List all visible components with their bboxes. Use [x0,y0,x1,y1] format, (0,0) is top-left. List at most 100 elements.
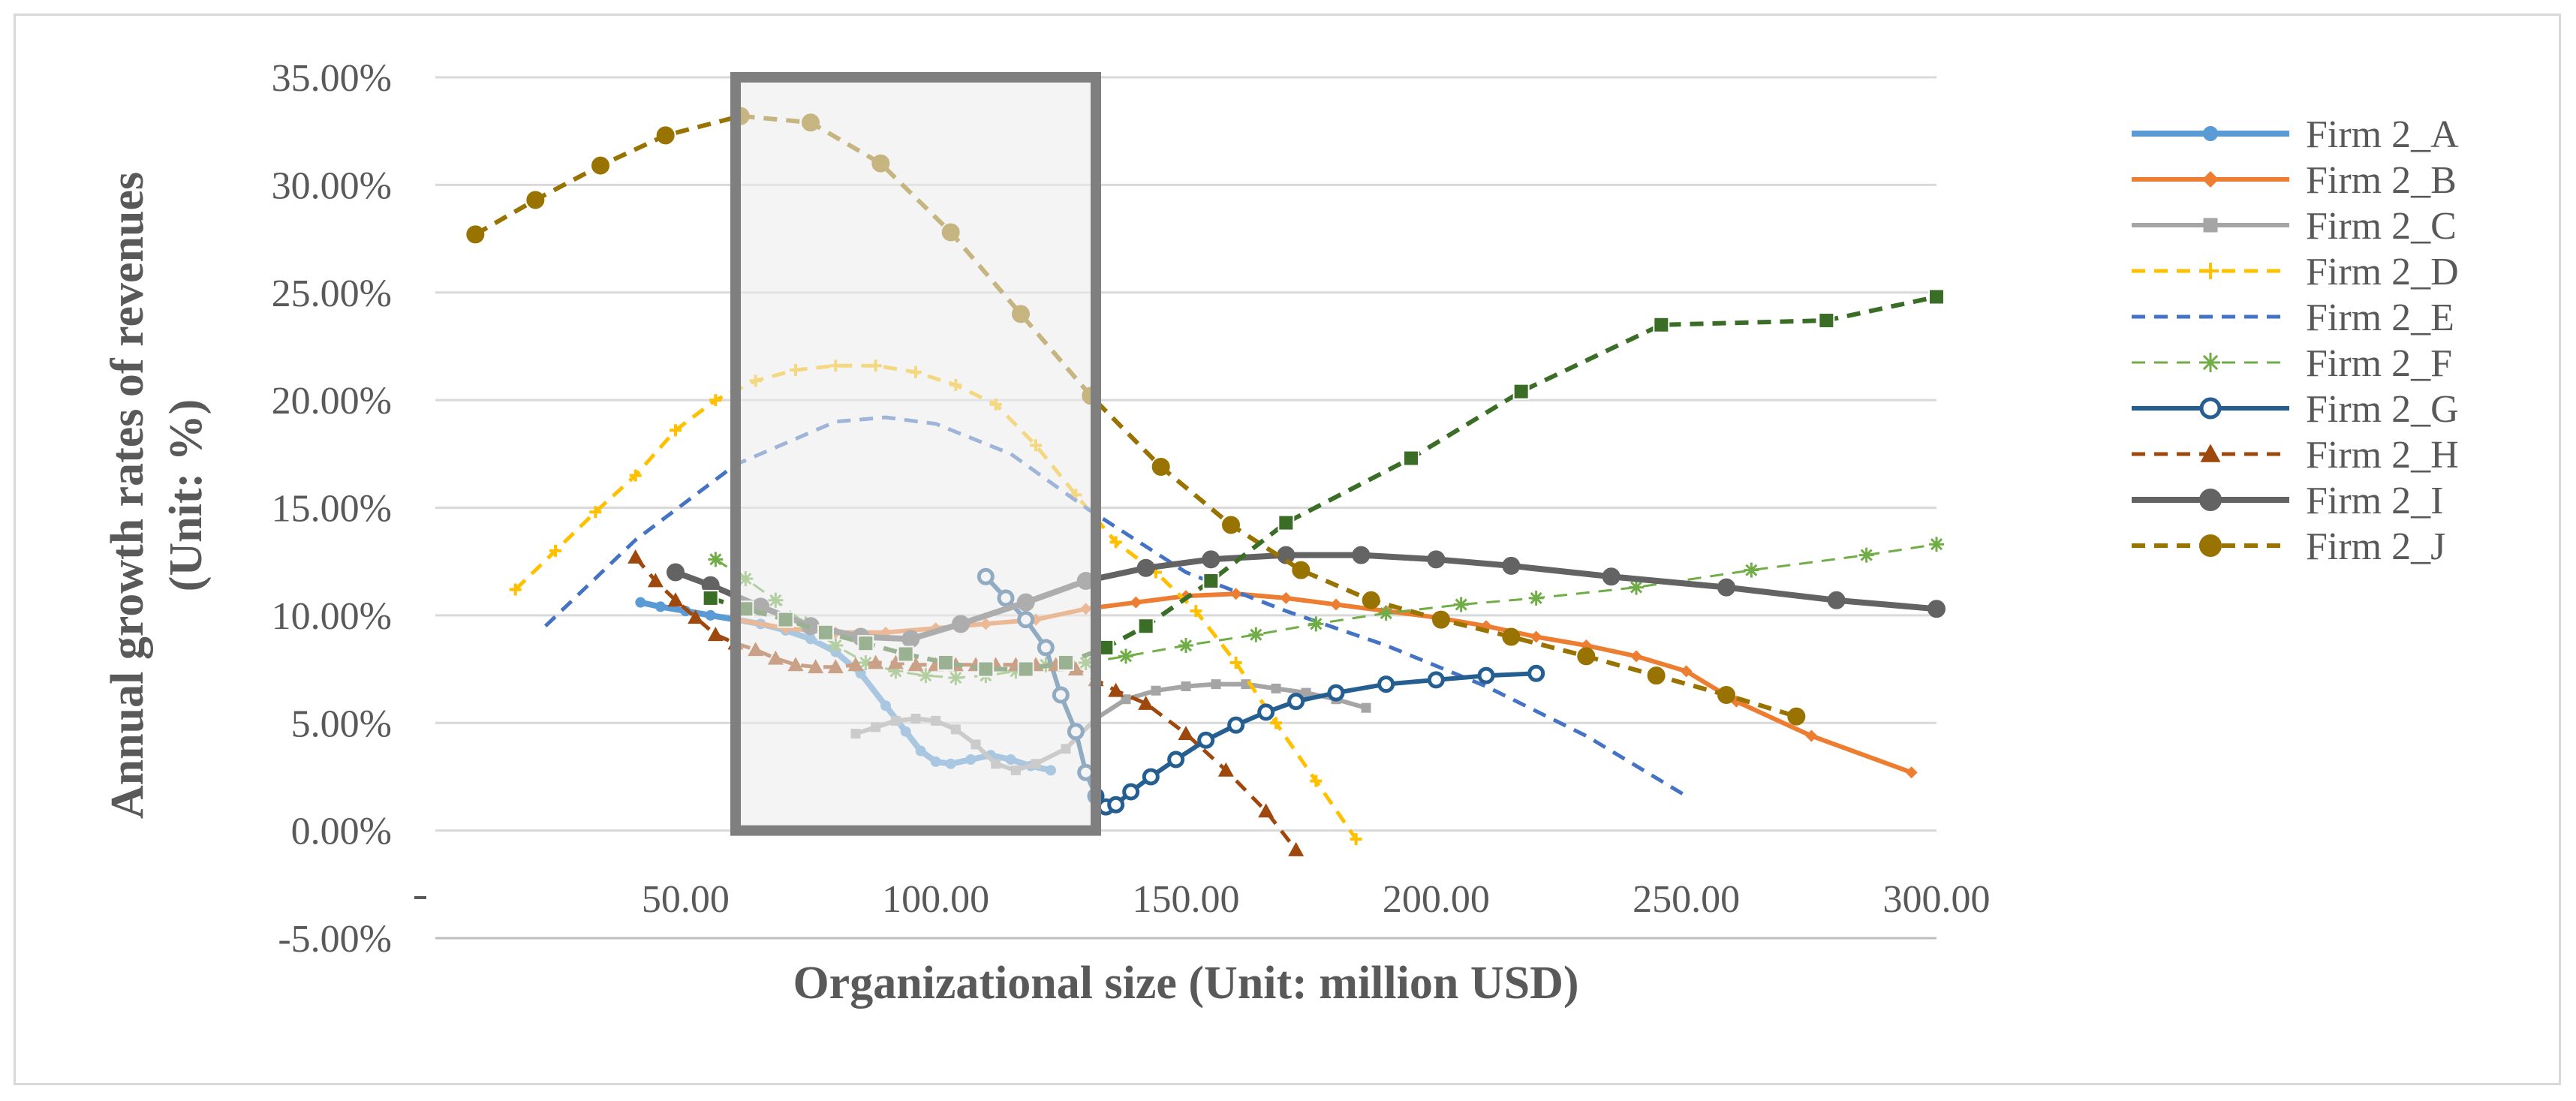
data-point [1124,785,1138,799]
data-point [1109,798,1123,811]
legend-label: Firm 2_F [2306,342,2452,385]
data-point [1788,708,1804,725]
data-point [1330,599,1342,611]
data-point [1454,597,1469,612]
y-tick-label: -5.00% [278,918,392,961]
legend-marker [2202,171,2219,188]
x-axis-title: Organizational size (Unit: million USD) [793,958,1578,1009]
legend-label: Firm 2_C [2306,205,2457,248]
data-point [1630,650,1642,662]
legend-marker [2200,489,2221,510]
legend-marker [2201,353,2220,372]
legend-entry: Firm 2_B [2132,159,2457,202]
data-point [656,602,665,611]
x-tick-label: 250.00 [1633,878,1740,921]
data-point [1928,600,1945,617]
data-point [1203,573,1218,588]
legend-marker [2200,535,2221,556]
data-point [1718,687,1735,703]
legend-label: Firm 2_H [2306,434,2459,477]
legend-entry: Firm 2_D [2132,251,2459,293]
data-point [1202,551,1219,567]
chart-svg: -5.00%0.00%5.00%10.00%15.00%20.00%25.00%… [0,0,2576,1101]
legend-marker [2204,218,2218,233]
data-point [1433,612,1449,628]
legend-entry: Firm 2_J [2132,525,2445,568]
data-point [1153,459,1169,475]
data-point [1118,648,1133,663]
data-point [708,552,723,567]
data-point [1181,681,1191,691]
legend-label: Firm 2_G [2306,388,2459,431]
data-point [1223,516,1239,533]
data-point [658,127,674,143]
x-tick-label: 50.00 [642,878,730,921]
data-point [1278,516,1293,531]
data-point [1138,560,1154,576]
data-point [703,591,718,606]
data-point [1859,548,1874,563]
x-tick-label: 100.00 [882,878,989,921]
data-point [1429,673,1443,687]
data-point [1139,618,1154,633]
series-layer [467,108,1945,856]
data-point [1929,289,1944,304]
data-point [1578,648,1594,664]
data-point [1271,684,1281,693]
data-point [667,564,684,581]
legend-entry: Firm 2_H [2132,434,2459,477]
chart-page: -5.00% 0.00% 5.00% 10.00% 15.00% 20.00% 25.00%… [0,0,2576,1101]
y-tick-label: 30.00% [272,164,392,207]
x-tick-label: 200.00 [1383,878,1490,921]
data-point [627,549,643,564]
legend-marker [2202,263,2219,279]
data-point [1380,678,1393,691]
data-point [1529,591,1544,606]
x-tick-label: 300.00 [1883,878,1991,921]
data-point [636,598,645,607]
data-point [1530,666,1543,680]
data-point [1308,616,1323,631]
data-point [1654,317,1669,332]
data-point [1929,537,1944,552]
data-point [1108,683,1124,697]
data-point [1293,562,1309,579]
y-tick-label: 5.00% [291,702,392,745]
legend-label: Firm 2_B [2306,159,2457,202]
data-point [1503,629,1519,645]
data-point [1211,679,1221,689]
y-axis-title-line1: Annual growth rates of revenues [102,172,153,819]
legend-label: Firm 2_I [2306,480,2443,522]
legend-entry: Firm 2_A [2132,113,2459,156]
legend-label: Firm 2_J [2306,525,2445,568]
legend-marker [2204,127,2217,140]
data-point [1178,638,1193,653]
data-point [1718,579,1735,596]
data-point [1906,766,1918,778]
x-tick-labels: 50.00 100.00 150.00 200.00 250.00 300.00 [642,878,1991,921]
data-point [1819,313,1834,328]
data-point [467,226,483,242]
data-point [1503,558,1519,574]
data-point [1248,627,1263,642]
data-point [1363,592,1380,609]
data-point [1744,563,1759,578]
legend-entry: Firm 2_C [2132,205,2457,248]
legend-entry: Firm 2_I [2132,480,2443,522]
data-point [1229,718,1243,732]
x-tick-label: 150.00 [1133,878,1240,921]
data-point [592,158,609,174]
legend-label: Firm 2_A [2306,113,2459,156]
data-point [1218,763,1234,777]
data-point [1290,695,1303,708]
data-point [1514,384,1529,399]
data-point [1288,842,1304,856]
data-point [1280,592,1292,604]
y-tick-label: 35.00% [272,57,392,100]
y-tick-labels: -5.00%0.00%5.00%10.00%15.00%20.00%25.00%… [272,57,392,961]
data-point [1362,703,1371,713]
data-point [1479,669,1493,682]
series-firm-2-j [467,108,1804,725]
data-point [708,627,724,641]
